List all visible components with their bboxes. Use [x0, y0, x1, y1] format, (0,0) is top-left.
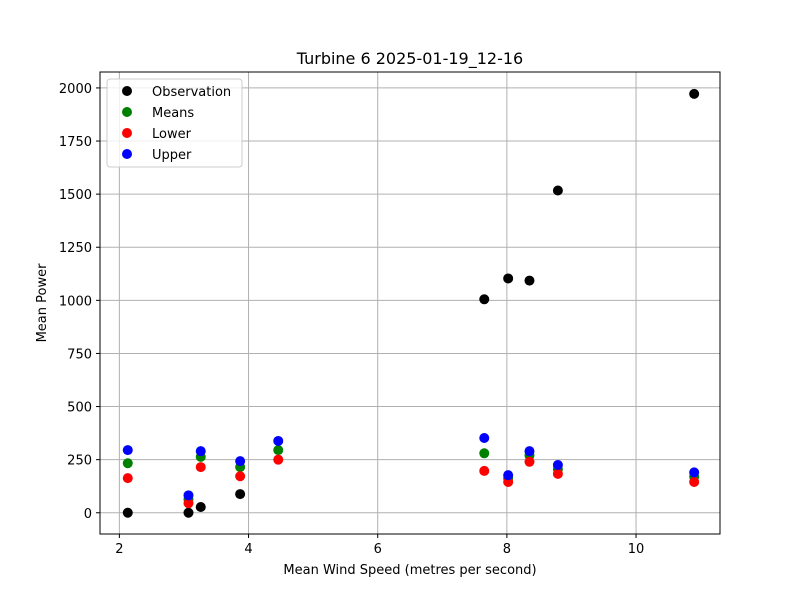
- legend-marker-lower: [122, 128, 132, 138]
- y-tick-label: 0: [84, 507, 92, 522]
- x-axis-label: Mean Wind Speed (metres per second): [283, 563, 536, 578]
- axis-ticks: 2 4 6 8 10 0 250 500 750 1000 1250 1500 1750 2000: [59, 82, 644, 557]
- legend-entries: Observation Means Lower Upper: [122, 85, 231, 163]
- upper-point: [552, 459, 563, 470]
- means-point: [122, 458, 133, 469]
- x-tick-label: 6: [374, 542, 382, 557]
- legend-label-observation: Observation: [152, 85, 231, 100]
- observation-point: [503, 273, 514, 284]
- legend: Observation Means Lower Upper: [106, 78, 243, 168]
- lower-point: [183, 498, 194, 509]
- lower-point: [479, 465, 490, 476]
- observation-point: [235, 489, 246, 500]
- y-tick-label: 1500: [59, 188, 92, 203]
- legend-marker-upper: [122, 149, 132, 159]
- upper-point: [273, 435, 284, 446]
- y-tick-label: 1000: [59, 294, 92, 309]
- lower-point: [552, 468, 563, 479]
- means-point: [273, 445, 284, 456]
- y-tick-label: 750: [67, 347, 92, 362]
- legend-marker-means: [122, 107, 132, 117]
- y-tick-label: 1250: [59, 241, 92, 256]
- x-tick-label: 10: [628, 542, 645, 557]
- observation-point: [479, 294, 490, 305]
- chart-title: Turbine 6 2025-01-19_12-16: [296, 49, 523, 69]
- lower-point: [195, 462, 206, 473]
- observation-point: [524, 275, 535, 286]
- observation-point: [122, 507, 133, 518]
- upper-point: [195, 446, 206, 457]
- lower-point: [689, 476, 700, 487]
- upper-point: [122, 445, 133, 456]
- upper-point: [689, 467, 700, 478]
- y-tick-label: 250: [67, 454, 92, 469]
- lower-point: [122, 473, 133, 484]
- y-tick-label: 2000: [59, 82, 92, 97]
- y-tick-label: 500: [67, 401, 92, 416]
- lower-point: [273, 454, 284, 465]
- grid-lines: [100, 72, 720, 534]
- lower-point: [524, 456, 535, 467]
- plot-area-frame: [99, 71, 721, 535]
- means-point: [479, 448, 490, 459]
- legend-marker-observation: [122, 86, 132, 96]
- upper-point: [503, 470, 514, 481]
- legend-label-upper: Upper: [152, 148, 192, 163]
- legend-label-means: Means: [152, 106, 194, 121]
- y-axis-label: Mean Power: [35, 263, 50, 343]
- lower-point: [235, 471, 246, 482]
- legend-label-lower: Lower: [152, 127, 192, 142]
- x-tick-label: 2: [115, 542, 123, 557]
- upper-point: [183, 490, 194, 501]
- observation-point: [689, 88, 700, 99]
- observation-point: [183, 507, 194, 518]
- observation-point: [195, 502, 206, 513]
- x-tick-label: 4: [244, 542, 252, 557]
- upper-point: [524, 446, 535, 457]
- upper-point: [479, 432, 490, 443]
- x-tick-label: 8: [503, 542, 511, 557]
- data-points: [122, 88, 700, 518]
- observation-point: [552, 185, 563, 196]
- y-tick-label: 1750: [59, 135, 92, 150]
- legend-box: [106, 78, 243, 168]
- upper-point: [235, 456, 246, 467]
